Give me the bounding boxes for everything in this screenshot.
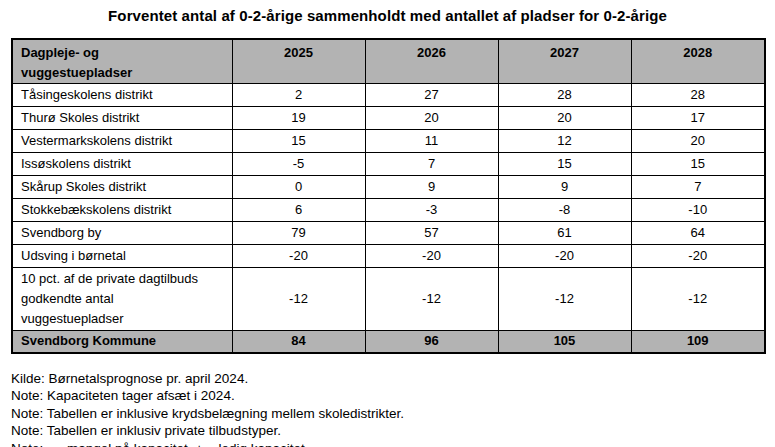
row-value: -10 xyxy=(631,199,765,222)
row-value: 15 xyxy=(631,153,765,176)
row-value: 20 xyxy=(498,107,631,130)
row-value: 12 xyxy=(498,130,631,153)
row-value: 9 xyxy=(365,176,498,199)
row-value: 64 xyxy=(631,222,765,245)
total-row-value: 109 xyxy=(631,331,765,353)
row-value: 7 xyxy=(631,176,765,199)
row-value: 15 xyxy=(498,153,631,176)
row-value: 57 xyxy=(365,222,498,245)
row-label: Tåsingeskolens distrikt xyxy=(12,84,232,107)
capacity-table: Dagpleje- og vuggestuepladser 2025 2026 … xyxy=(11,38,766,354)
row-value: -20 xyxy=(232,245,365,268)
page-title: Forventet antal af 0-2-årige sammenholdt… xyxy=(0,7,775,24)
row-label: Svendborg by xyxy=(12,222,232,245)
row-label: Skårup Skoles distrikt xyxy=(12,176,232,199)
row-value: 9 xyxy=(498,176,631,199)
row-value: -8 xyxy=(498,199,631,222)
note-line: Note: Kapaciteten tager afsæt i 2024. xyxy=(11,387,775,405)
row-value: 20 xyxy=(631,130,765,153)
row-label: Issøskolens distrikt xyxy=(12,153,232,176)
total-row-value: 96 xyxy=(365,331,498,353)
row-value: 27 xyxy=(365,84,498,107)
table-row: 10 pct. af de private dagtilbuds godkend… xyxy=(12,268,765,331)
header-year-2026: 2026 xyxy=(365,39,498,84)
document-page: Forventet antal af 0-2-årige sammenholdt… xyxy=(0,0,775,447)
row-value: 7 xyxy=(365,153,498,176)
row-value: -20 xyxy=(631,245,765,268)
table-row: Thurø Skoles distrikt 19 20 20 17 xyxy=(12,107,765,130)
table-row: Svendborg by 79 57 61 64 xyxy=(12,222,765,245)
row-value: 11 xyxy=(365,130,498,153)
row-value: -3 xyxy=(365,199,498,222)
total-row: Svendborg Kommune 84 96 105 109 xyxy=(12,331,765,353)
row-value: 19 xyxy=(232,107,365,130)
row-value: 17 xyxy=(631,107,765,130)
row-value: 6 xyxy=(232,199,365,222)
table-row: Stokkebækskolens distrikt 6 -3 -8 -10 xyxy=(12,199,765,222)
header-label: Dagpleje- og vuggestuepladser xyxy=(12,39,232,84)
total-row-value: 84 xyxy=(232,331,365,353)
note-line: Note: Tabellen er inklusiv private tilbu… xyxy=(11,422,775,440)
row-value: 28 xyxy=(631,84,765,107)
table-row: Tåsingeskolens distrikt 2 27 28 28 xyxy=(12,84,765,107)
table-row: Issøskolens distrikt -5 7 15 15 xyxy=(12,153,765,176)
row-label: 10 pct. af de private dagtilbuds godkend… xyxy=(12,268,232,331)
row-value: -20 xyxy=(498,245,631,268)
row-value: 0 xyxy=(232,176,365,199)
row-value: 79 xyxy=(232,222,365,245)
row-value: 2 xyxy=(232,84,365,107)
note-line: Note: - = mangel på kapacitet, + = ledig… xyxy=(11,440,775,447)
row-value: -5 xyxy=(232,153,365,176)
table-row: Skårup Skoles distrikt 0 9 9 7 xyxy=(12,176,765,199)
row-label: Thurø Skoles distrikt xyxy=(12,107,232,130)
table-row: Vestermarkskolens distrikt 15 11 12 20 xyxy=(12,130,765,153)
header-year-2025: 2025 xyxy=(232,39,365,84)
row-value: -20 xyxy=(365,245,498,268)
row-value: -12 xyxy=(498,268,631,331)
row-value: 15 xyxy=(232,130,365,153)
row-value: -12 xyxy=(232,268,365,331)
row-label: Stokkebækskolens distrikt xyxy=(12,199,232,222)
total-row-label: Svendborg Kommune xyxy=(12,331,232,353)
row-value: 28 xyxy=(498,84,631,107)
row-label: Udsving i børnetal xyxy=(12,245,232,268)
table-row: Udsving i børnetal -20 -20 -20 -20 xyxy=(12,245,765,268)
source-line: Kilde: Børnetalsprognose pr. april 2024. xyxy=(11,370,775,388)
row-value: 20 xyxy=(365,107,498,130)
table-body: Tåsingeskolens distrikt 2 27 28 28 Thurø… xyxy=(12,84,765,331)
row-value: -12 xyxy=(365,268,498,331)
notes-section: Kilde: Børnetalsprognose pr. april 2024.… xyxy=(11,370,775,447)
row-label: Vestermarkskolens distrikt xyxy=(12,130,232,153)
row-value: 61 xyxy=(498,222,631,245)
total-row-value: 105 xyxy=(498,331,631,353)
header-year-2027: 2027 xyxy=(498,39,631,84)
row-value: -12 xyxy=(631,268,765,331)
header-year-2028: 2028 xyxy=(631,39,765,84)
header-row: Dagpleje- og vuggestuepladser 2025 2026 … xyxy=(12,39,765,84)
note-line: Note: Tabellen er inklusive krydsbelægni… xyxy=(11,405,775,423)
